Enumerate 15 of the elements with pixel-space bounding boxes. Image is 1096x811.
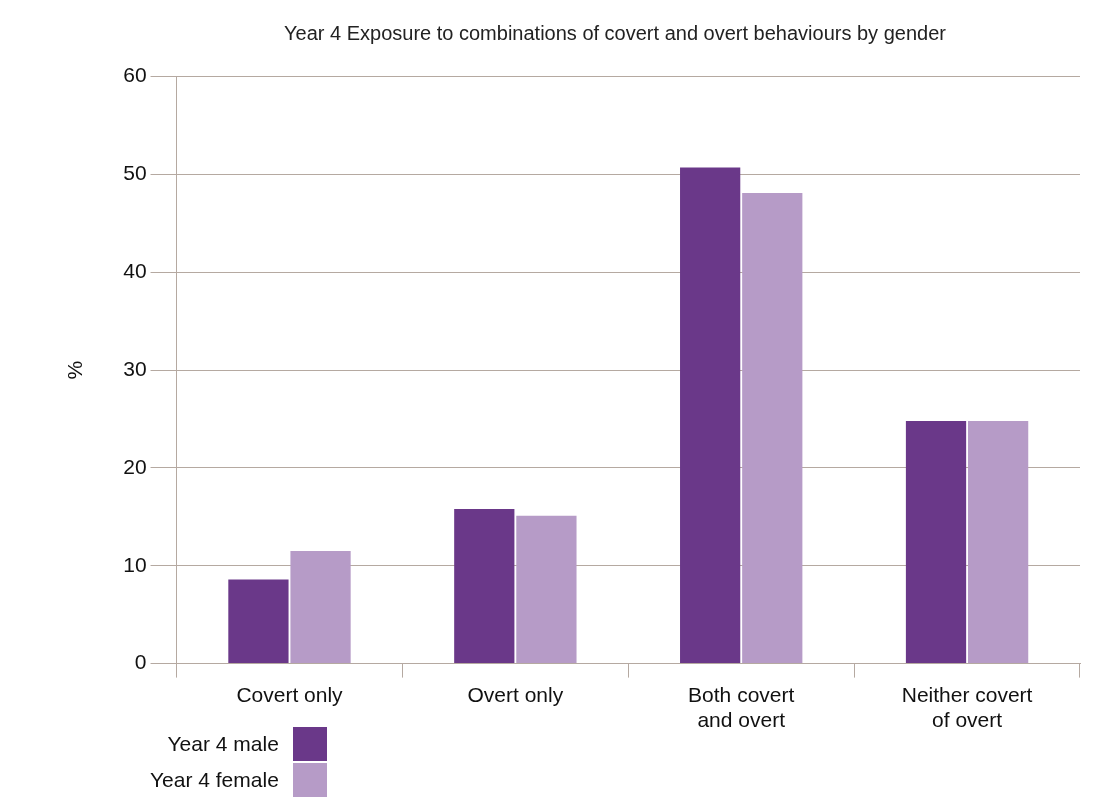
y-axis-title: % [63,360,87,380]
y-tick-label: 50 [123,161,147,185]
y-tick-label: 0 [134,650,147,674]
y-tick-label: 10 [123,552,147,576]
y-tick-label: 60 [123,63,147,87]
x-tick-label: Covert only [236,683,344,706]
chart-title: Year 4 Exposure to combinations of covert and overt behaviours by gender [283,22,947,45]
y-tick-label: 20 [123,454,147,478]
x-tick-label: Neither covert of overt [901,683,1033,732]
y-tick-label: 30 [123,356,147,380]
legend-label: Year 4 female [150,768,279,792]
x-tick-label: Both covert and overt [688,683,795,732]
y-tick-label: 40 [123,259,147,283]
x-tick-label: Overt only [467,683,564,706]
legend-label: Year 4 male [167,732,279,756]
